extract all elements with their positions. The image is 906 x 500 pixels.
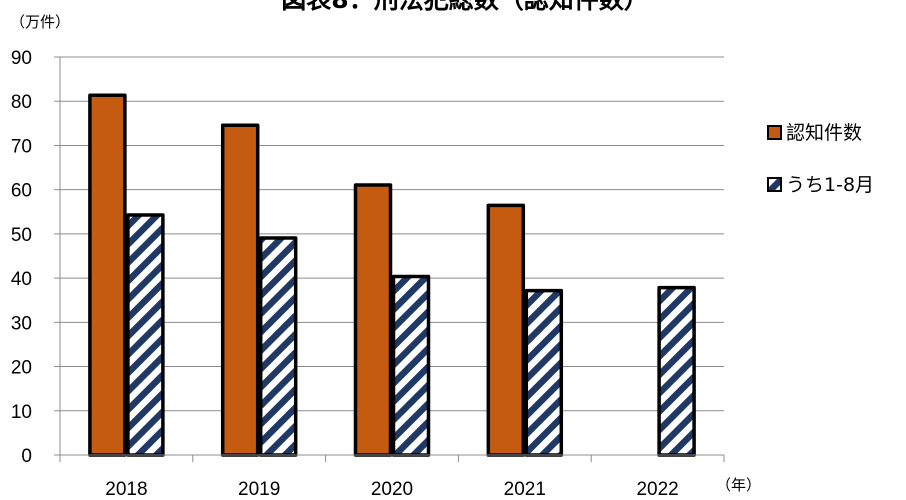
y-tick-label: 20 <box>11 358 32 379</box>
x-axis-unit-label: （年） <box>716 476 761 494</box>
bar-jan-aug-2018 <box>126 213 165 457</box>
legend-label: うち1-8月 <box>786 174 874 196</box>
x-tick-label: 2020 <box>371 479 413 500</box>
bar-jan-aug-2019 <box>258 236 298 457</box>
bar-recognized-cases-2020 <box>353 183 393 457</box>
x-tick-label: 2021 <box>504 479 546 500</box>
x-tick-label: 2019 <box>238 479 280 500</box>
y-tick-label: 40 <box>11 269 32 290</box>
x-tick-label: 2022 <box>636 479 678 500</box>
bars <box>88 93 696 457</box>
y-tick-label: 30 <box>11 313 32 334</box>
y-axis-unit-label: （万件） <box>10 13 70 31</box>
y-tick-label: 90 <box>11 48 32 69</box>
bar-recognized-cases-2019 <box>220 123 260 457</box>
legend-swatch <box>767 177 782 192</box>
y-tick-label: 70 <box>11 136 32 157</box>
bar-jan-aug-2022 <box>657 285 696 457</box>
legend-swatch <box>767 125 782 140</box>
bar-recognized-cases-2018 <box>88 93 127 457</box>
y-tick-label: 80 <box>11 92 32 113</box>
y-tick-label: 0 <box>21 446 32 467</box>
y-tick-label: 50 <box>11 225 32 246</box>
bar-recognized-cases-2021 <box>486 203 526 457</box>
y-tick-label: 10 <box>11 402 32 423</box>
bar-jan-aug-2020 <box>391 274 431 457</box>
legend-label: 認知件数 <box>786 122 862 144</box>
bar-jan-aug-2021 <box>524 288 564 457</box>
chart-title: 図表8：刑法犯総数（認知件数） <box>281 0 648 14</box>
axes: 0 10 20 30 40 50 60 70 80 90 2018 2019 2020 2021 2022 <box>11 48 725 500</box>
x-tick-label: 2018 <box>105 479 147 500</box>
y-tick-label: 60 <box>11 181 32 202</box>
